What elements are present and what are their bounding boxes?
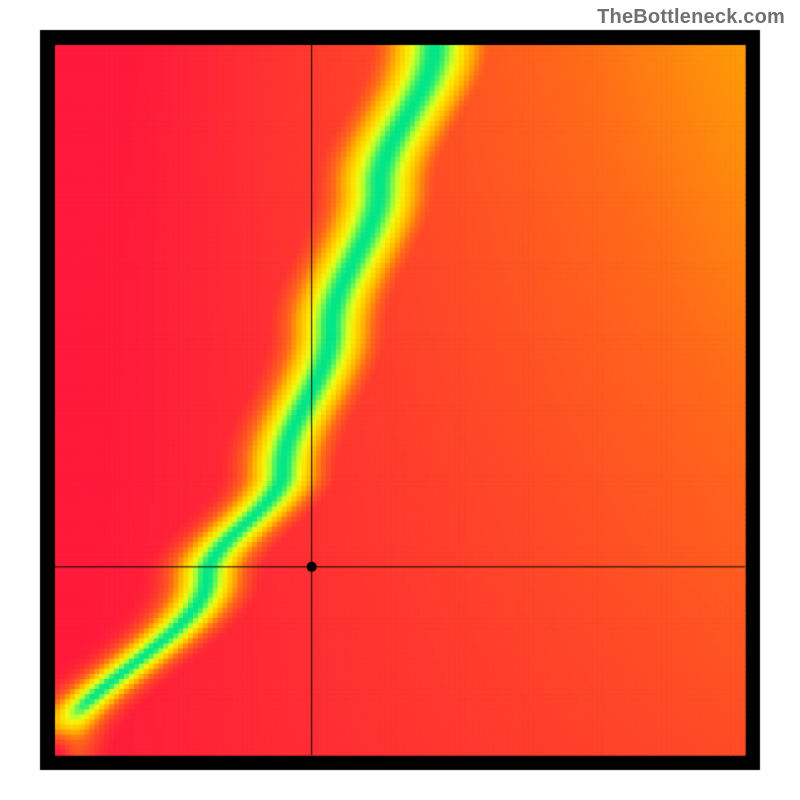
bottleneck-heatmap [0,0,800,800]
